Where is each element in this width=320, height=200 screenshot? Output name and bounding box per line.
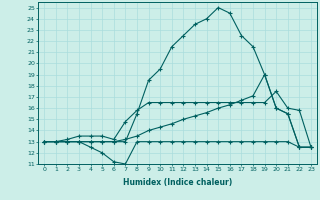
X-axis label: Humidex (Indice chaleur): Humidex (Indice chaleur) [123, 178, 232, 187]
